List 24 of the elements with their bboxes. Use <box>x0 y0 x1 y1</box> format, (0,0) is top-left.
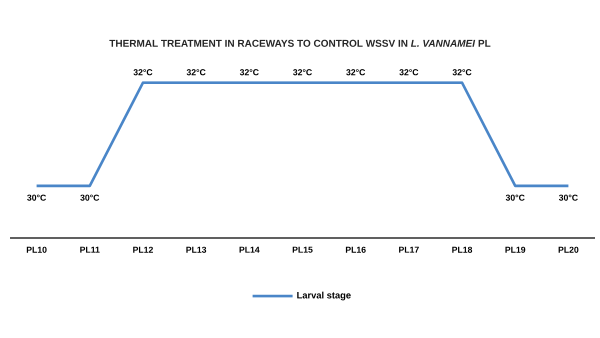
data-label: 32°C <box>240 69 259 76</box>
data-label: 30°C <box>558 194 578 201</box>
data-label: 30°C <box>80 194 100 201</box>
x-tick-label: PL10 <box>26 246 47 253</box>
x-tick-label: PL15 <box>292 246 313 253</box>
data-label: 32°C <box>346 69 366 76</box>
x-tick-label: PL19 <box>505 246 526 253</box>
data-label: 30°C <box>506 194 525 201</box>
x-tick-label: PL18 <box>452 246 472 253</box>
data-label: 32°C <box>452 69 472 76</box>
x-tick-label: PL13 <box>186 246 206 253</box>
x-tick-label: PL12 <box>133 246 153 253</box>
data-label: 30°C <box>27 194 46 201</box>
x-tick-label: PL17 <box>399 246 419 253</box>
x-tick-label: PL16 <box>346 246 366 253</box>
x-tick-label: PL14 <box>240 246 260 253</box>
data-label: 32°C <box>293 69 312 76</box>
x-tick-label: PL11 <box>80 246 100 253</box>
legend-label: Larval stage <box>297 292 351 300</box>
chart-title: THERMAL TREATMENT IN RACEWAYS TO CONTROL WSSV IN L. VANNAMEI PL <box>109 40 490 47</box>
data-label: 32°C <box>186 69 206 76</box>
data-label: 32°C <box>399 69 418 76</box>
data-label: 32°C <box>133 69 152 76</box>
x-tick-label: PL20 <box>558 246 578 253</box>
